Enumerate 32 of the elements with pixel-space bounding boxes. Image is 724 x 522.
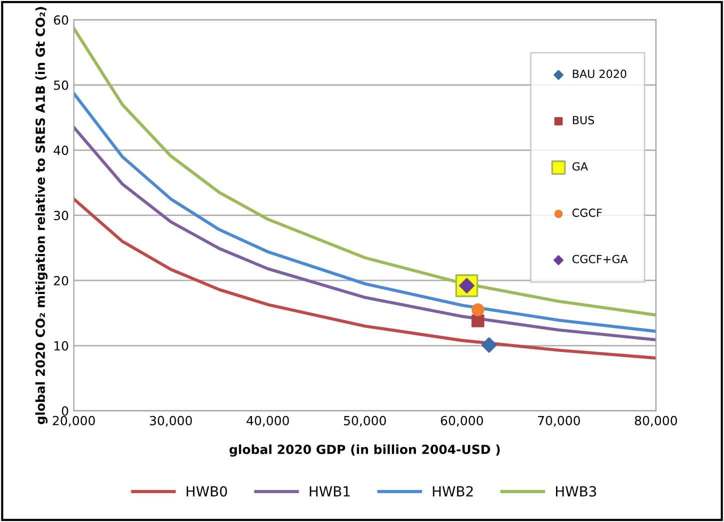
legend-label: HWB3 (556, 486, 596, 497)
y-tick-label: 60 (54, 15, 68, 25)
x-tick-label: 50,000 (344, 416, 386, 427)
legend-label: BUS (572, 116, 594, 124)
line-series (74, 126, 656, 342)
y-tick-label: 0 (62, 406, 68, 416)
point (481, 337, 497, 353)
legend-label: BAU 2020 (572, 70, 626, 78)
legend-label: CGCF+GA (572, 254, 628, 264)
x-tick-label: 80,000 (634, 416, 677, 427)
x-tick-label: 40,000 (246, 416, 289, 427)
y-tick-label: 50 (54, 80, 68, 90)
y-tick-label: 10 (54, 341, 68, 351)
x-tick-label: 70,000 (538, 416, 580, 427)
legend-label: CGCF (572, 208, 602, 217)
y-tick-label: 30 (54, 210, 68, 220)
line-series (74, 26, 656, 317)
legend-label: GA (572, 162, 588, 171)
legend-label: HWB2 (432, 486, 473, 496)
legend-label: HWB0 (186, 486, 227, 497)
x-tick-label: 20,000 (52, 416, 95, 427)
x-tick-label: 60,000 (440, 416, 483, 427)
line-series (74, 92, 656, 333)
y-axis-title: global 2020 CO₂ mitigation relative to SRES A1B (in Gt CO₂) (35, 7, 48, 424)
legend-label: HWB1 (310, 486, 350, 496)
point (472, 303, 484, 316)
x-tick-label: 30,000 (150, 416, 192, 427)
x-axis-title: global 2020 GDP (in billion 2004-USD ) (230, 444, 500, 457)
line-series (74, 198, 656, 360)
y-tick-label: 20 (54, 276, 68, 286)
point (472, 314, 484, 328)
y-tick-label: 40 (54, 146, 68, 156)
